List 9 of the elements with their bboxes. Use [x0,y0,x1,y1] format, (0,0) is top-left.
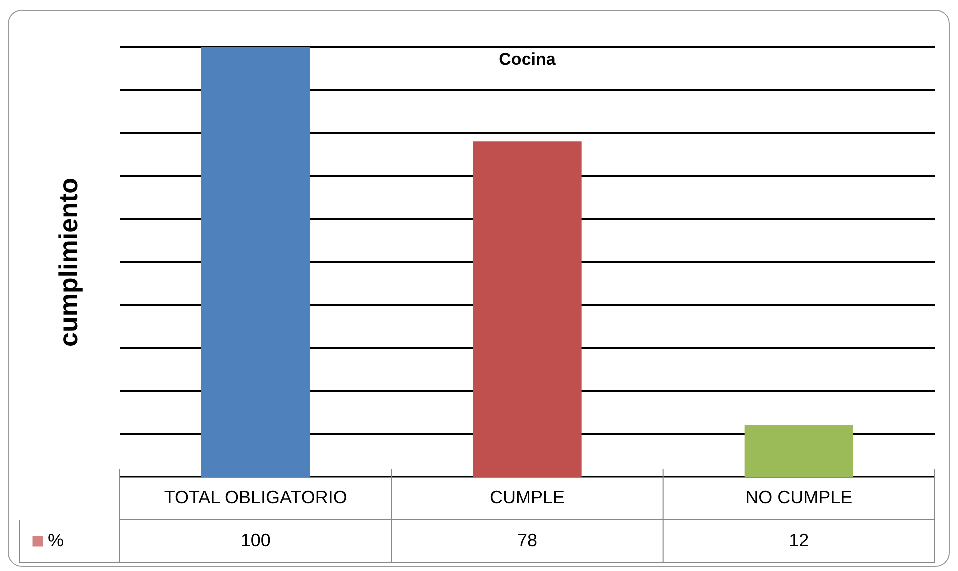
chart-title: Cocina [499,50,556,69]
data-label: 12 [789,530,810,550]
x-tick-label: CUMPLE [490,488,566,508]
y-axis-title: cumplimiento [54,178,84,348]
x-tick-label: TOTAL OBLIGATORIO [164,488,348,508]
data-label: 100 [240,530,271,550]
data-label: 78 [517,530,538,550]
x-tick-label: NO CUMPLE [746,488,853,508]
legend-label: % [48,530,64,550]
